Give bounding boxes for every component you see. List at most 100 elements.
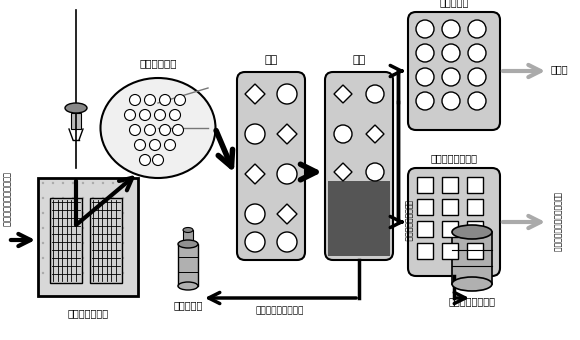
Circle shape — [52, 227, 54, 229]
Circle shape — [122, 197, 124, 199]
Polygon shape — [277, 204, 297, 224]
Circle shape — [72, 197, 74, 199]
Circle shape — [245, 204, 265, 224]
Polygon shape — [334, 163, 352, 181]
Circle shape — [92, 212, 94, 214]
Polygon shape — [366, 125, 384, 143]
Circle shape — [102, 257, 104, 259]
Circle shape — [102, 212, 104, 214]
Text: アスファルト固化: アスファルト固化 — [448, 296, 495, 306]
Text: 燃料のせん断: 燃料のせん断 — [139, 58, 177, 68]
Bar — [442, 243, 458, 259]
Circle shape — [129, 124, 140, 136]
Polygon shape — [245, 84, 265, 104]
Circle shape — [154, 109, 165, 120]
Circle shape — [277, 84, 297, 104]
Circle shape — [92, 182, 94, 184]
Circle shape — [92, 272, 94, 274]
Circle shape — [42, 242, 44, 244]
Ellipse shape — [452, 225, 492, 239]
Circle shape — [92, 257, 94, 259]
Text: 使用済み燃料の受け入れ: 使用済み燃料の受け入れ — [2, 172, 10, 227]
Circle shape — [62, 212, 64, 214]
FancyBboxPatch shape — [408, 12, 500, 130]
Circle shape — [42, 257, 44, 259]
Bar — [417, 221, 433, 237]
Text: 低レベル放射性廣液: 低レベル放射性廣液 — [404, 200, 412, 242]
Circle shape — [62, 227, 64, 229]
Bar — [467, 221, 483, 237]
Circle shape — [172, 124, 183, 136]
Circle shape — [82, 227, 84, 229]
Circle shape — [102, 227, 104, 229]
Circle shape — [72, 227, 74, 229]
Circle shape — [140, 154, 150, 166]
Circle shape — [112, 272, 114, 274]
Bar — [442, 221, 458, 237]
Circle shape — [416, 44, 434, 62]
Circle shape — [416, 68, 434, 86]
Circle shape — [72, 242, 74, 244]
Circle shape — [277, 232, 297, 252]
Bar — [417, 243, 433, 259]
Circle shape — [122, 242, 124, 244]
Circle shape — [122, 257, 124, 259]
Ellipse shape — [452, 277, 492, 291]
Bar — [183, 230, 193, 244]
Bar — [467, 243, 483, 259]
Polygon shape — [245, 164, 265, 184]
Circle shape — [416, 92, 434, 110]
Circle shape — [160, 95, 171, 105]
Text: プルトニウム精製: プルトニウム精製 — [430, 153, 477, 163]
Bar — [467, 177, 483, 193]
Circle shape — [52, 212, 54, 214]
Text: ウラン: ウラン — [551, 64, 568, 74]
Circle shape — [366, 163, 384, 181]
Bar — [442, 199, 458, 215]
Text: ウラン・プルトニウム混合物: ウラン・プルトニウム混合物 — [552, 192, 561, 252]
Circle shape — [468, 92, 486, 110]
Circle shape — [82, 257, 84, 259]
Bar — [467, 199, 483, 215]
Bar — [90, 198, 122, 283]
Circle shape — [334, 125, 352, 143]
Circle shape — [82, 212, 84, 214]
Bar — [442, 177, 458, 193]
Text: 高レベル放射性廣液: 高レベル放射性廣液 — [256, 306, 304, 315]
Ellipse shape — [178, 240, 198, 248]
Circle shape — [82, 272, 84, 274]
Circle shape — [62, 257, 64, 259]
Bar — [452, 232, 492, 284]
Circle shape — [122, 182, 124, 184]
Circle shape — [112, 212, 114, 214]
Circle shape — [153, 154, 164, 166]
Circle shape — [112, 257, 114, 259]
Circle shape — [52, 182, 54, 184]
Ellipse shape — [65, 103, 87, 113]
Circle shape — [102, 197, 104, 199]
Circle shape — [112, 197, 114, 199]
Bar — [71, 113, 81, 129]
Text: 燃料貯蔵プール: 燃料貯蔵プール — [67, 308, 108, 318]
Circle shape — [442, 20, 460, 38]
Circle shape — [82, 197, 84, 199]
Circle shape — [92, 242, 94, 244]
Circle shape — [62, 197, 64, 199]
Circle shape — [52, 272, 54, 274]
Circle shape — [165, 139, 176, 151]
Circle shape — [140, 109, 150, 120]
Bar — [328, 181, 390, 256]
Polygon shape — [334, 85, 352, 103]
Circle shape — [102, 242, 104, 244]
Circle shape — [144, 124, 155, 136]
Circle shape — [160, 124, 171, 136]
Circle shape — [42, 182, 44, 184]
Circle shape — [245, 232, 265, 252]
Circle shape — [129, 95, 140, 105]
Circle shape — [277, 164, 297, 184]
Bar — [178, 244, 198, 286]
Circle shape — [82, 182, 84, 184]
Circle shape — [150, 139, 161, 151]
Circle shape — [62, 182, 64, 184]
FancyBboxPatch shape — [408, 168, 500, 276]
